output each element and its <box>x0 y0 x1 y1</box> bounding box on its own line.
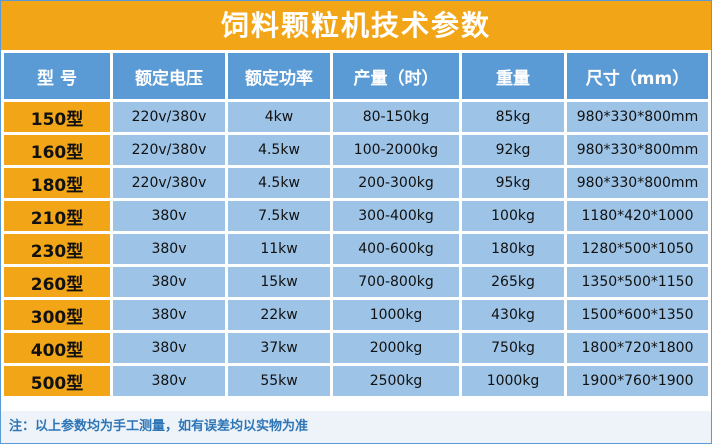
table-cell: 1180*420*1000 <box>567 201 708 231</box>
table-cell: 430kg <box>462 300 564 330</box>
table-cell: 1000kg <box>462 366 564 396</box>
table-cell: 220v/380v <box>113 168 225 198</box>
table-cell: 400-600kg <box>333 234 459 264</box>
table-cell: 380v <box>113 366 225 396</box>
table-row: 180型 220v/380v 4.5kw 200-300kg 95kg 980*330*8… <box>4 168 708 198</box>
model-cell: 150型 <box>4 102 110 132</box>
table-cell: 220v/380v <box>113 135 225 165</box>
header-cell: 额定功率 <box>228 53 330 99</box>
header-cell: 重量 <box>462 53 564 99</box>
table-cell: 380v <box>113 333 225 363</box>
note: 注：以上参数均为手工测量，如有误差均以实物为准 <box>1 411 711 443</box>
table-cell: 2000kg <box>333 333 459 363</box>
table-cell: 4.5kw <box>228 135 330 165</box>
table-cell: 80-150kg <box>333 102 459 132</box>
table-cell: 7.5kw <box>228 201 330 231</box>
model-cell: 210型 <box>4 201 110 231</box>
table-cell: 300-400kg <box>333 201 459 231</box>
table-cell: 92kg <box>462 135 564 165</box>
title: 饲料颗粒机技术参数 <box>1 1 711 50</box>
table-row: 150型 220v/380v 4kw 80-150kg 85kg 980*330*800m… <box>4 102 708 132</box>
table-cell: 380v <box>113 300 225 330</box>
table-row: 260型 380v 15kw 700-800kg 265kg 1350*500*1150 <box>4 267 708 297</box>
table-cell: 380v <box>113 234 225 264</box>
table-row: 400型 380v 37kw 2000kg 750kg 1800*720*1800 <box>4 333 708 363</box>
table-cell: 22kw <box>228 300 330 330</box>
table-cell: 380v <box>113 267 225 297</box>
model-cell: 400型 <box>4 333 110 363</box>
table-cell: 85kg <box>462 102 564 132</box>
table-cell: 980*330*800mm <box>567 102 708 132</box>
model-cell: 500型 <box>4 366 110 396</box>
table-cell: 1350*500*1150 <box>567 267 708 297</box>
table-cell: 11kw <box>228 234 330 264</box>
model-cell: 260型 <box>4 267 110 297</box>
table-cell: 750kg <box>462 333 564 363</box>
model-cell: 160型 <box>4 135 110 165</box>
table-row: 300型 380v 22kw 1000kg 430kg 1500*600*1350 <box>4 300 708 330</box>
table-cell: 980*330*800mm <box>567 135 708 165</box>
table-row: 230型 380v 11kw 400-600kg 180kg 1280*500*1050 <box>4 234 708 264</box>
table-cell: 2500kg <box>333 366 459 396</box>
table-cell: 380v <box>113 201 225 231</box>
header-cell: 产量（时） <box>333 53 459 99</box>
table-row: 210型 380v 7.5kw 300-400kg 100kg 1180*420*1000 <box>4 201 708 231</box>
table-cell: 1280*500*1050 <box>567 234 708 264</box>
header-cell: 额定电压 <box>113 53 225 99</box>
table-row: 500型 380v 55kw 2500kg 1000kg 1900*760*1900 <box>4 366 708 396</box>
table-cell: 180kg <box>462 234 564 264</box>
table-cell: 220v/380v <box>113 102 225 132</box>
table-cell: 95kg <box>462 168 564 198</box>
table-cell: 15kw <box>228 267 330 297</box>
model-cell: 300型 <box>4 300 110 330</box>
header-row: 型 号额定电压 额定功率 产量（时） 重量 尺寸（mm） <box>4 53 708 99</box>
table-cell: 700-800kg <box>333 267 459 297</box>
table-cell: 1500*600*1350 <box>567 300 708 330</box>
model-cell: 230型 <box>4 234 110 264</box>
table-row: 160型 220v/380v 4.5kw 100-2000kg 92kg 980*330*… <box>4 135 708 165</box>
table-cell: 200-300kg <box>333 168 459 198</box>
table-body: 150型 220v/380v 4kw 80-150kg 85kg 980*330*800m… <box>4 102 708 396</box>
table-cell: 55kw <box>228 366 330 396</box>
table-cell: 100-2000kg <box>333 135 459 165</box>
table-cell: 100kg <box>462 201 564 231</box>
table-cell: 265kg <box>462 267 564 297</box>
table-cell: 980*330*800mm <box>567 168 708 198</box>
table-cell: 1900*760*1900 <box>567 366 708 396</box>
table-cell: 4kw <box>228 102 330 132</box>
header-cell: 尺寸（mm） <box>567 53 708 99</box>
table-cell: 37kw <box>228 333 330 363</box>
table-cell: 1800*720*1800 <box>567 333 708 363</box>
header-cell: 型 号 <box>4 53 110 99</box>
model-cell: 180型 <box>4 168 110 198</box>
spec-table: 型 号额定电压 额定功率 产量（时） 重量 尺寸（mm） 150型 220v/380v 4k… <box>1 50 711 399</box>
table-cell: 4.5kw <box>228 168 330 198</box>
table-cell: 1000kg <box>333 300 459 330</box>
